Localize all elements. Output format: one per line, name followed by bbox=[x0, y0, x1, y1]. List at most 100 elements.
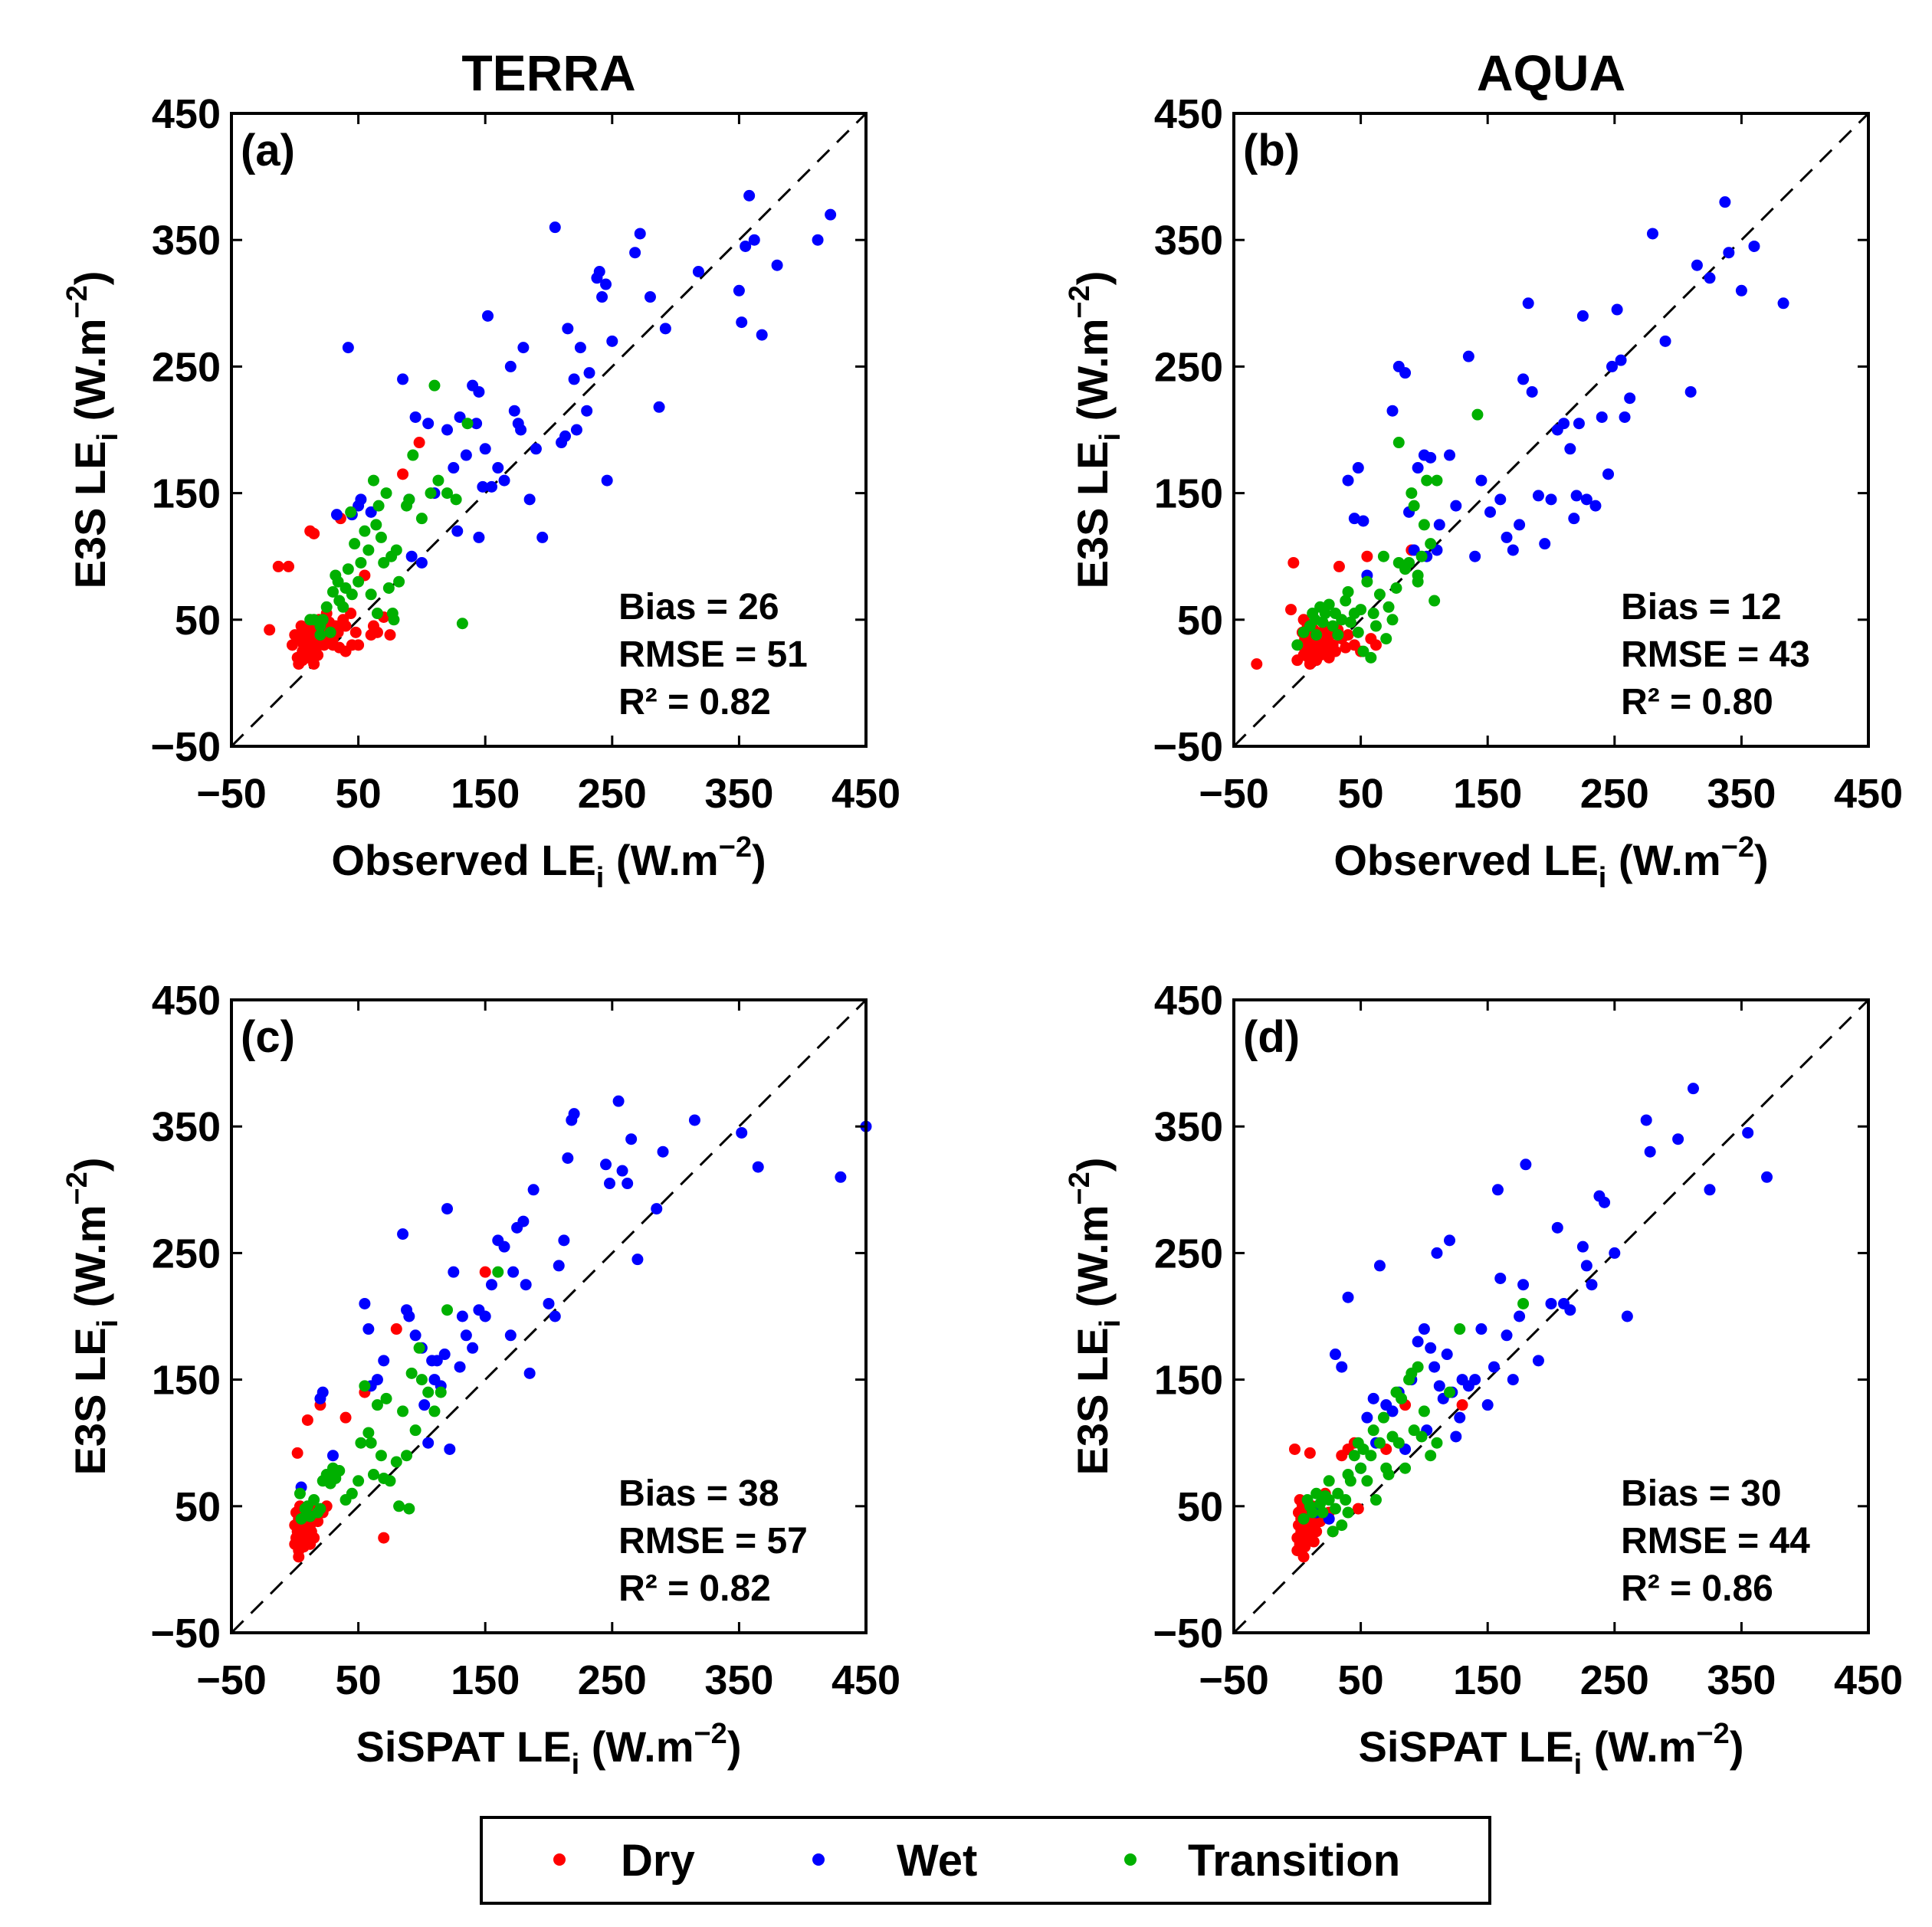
data-point-transition bbox=[1340, 595, 1352, 607]
data-point-transition bbox=[432, 474, 444, 487]
data-point-wet bbox=[600, 1158, 612, 1171]
data-point-wet bbox=[570, 424, 582, 436]
x-axis-label-exponent: −2 bbox=[694, 1718, 727, 1750]
data-point-transition bbox=[441, 487, 454, 500]
data-point-wet bbox=[692, 266, 704, 277]
x-axis-label-close: ) bbox=[1730, 1722, 1744, 1771]
data-point-transition bbox=[1421, 474, 1433, 487]
y-tick-label: −50 bbox=[150, 724, 221, 770]
data-point-wet bbox=[1514, 519, 1526, 531]
data-point-wet bbox=[1580, 1260, 1593, 1272]
data-point-wet bbox=[1719, 196, 1731, 208]
data-point-wet bbox=[397, 1228, 409, 1240]
panel-label: (c) bbox=[241, 1012, 295, 1062]
data-point-transition bbox=[1386, 614, 1399, 626]
data-point-wet bbox=[1444, 1234, 1456, 1247]
data-point-wet bbox=[1418, 1323, 1430, 1335]
data-point-wet bbox=[1408, 544, 1420, 556]
x-tick-label: 150 bbox=[1453, 771, 1522, 817]
series-dry bbox=[1288, 1399, 1468, 1563]
data-point-wet bbox=[1522, 297, 1534, 310]
data-point-wet bbox=[422, 418, 435, 430]
x-axis-label: SiSPAT LEi (W.m−2) bbox=[1359, 1718, 1744, 1781]
x-axis-label-subscript: i bbox=[1599, 862, 1607, 894]
data-point-wet bbox=[1425, 1342, 1437, 1354]
x-axis-label: Observed LEi (W.m−2) bbox=[331, 831, 766, 894]
data-point-wet bbox=[326, 1450, 339, 1462]
data-point-transition bbox=[441, 1304, 454, 1316]
data-point-wet bbox=[1621, 1310, 1633, 1322]
legend-marker-wet bbox=[812, 1853, 825, 1866]
data-point-transition bbox=[314, 629, 326, 641]
data-point-wet bbox=[1329, 1349, 1341, 1361]
series-transition bbox=[294, 1266, 504, 1525]
data-point-wet bbox=[1672, 1133, 1684, 1145]
data-point-wet bbox=[473, 385, 485, 398]
x-axis-label: Observed LEi (W.m−2) bbox=[1333, 831, 1768, 894]
series-transition bbox=[304, 379, 474, 641]
data-point-wet bbox=[549, 221, 561, 234]
data-point-wet bbox=[622, 1178, 634, 1190]
data-point-wet bbox=[651, 1203, 663, 1215]
data-point-dry bbox=[272, 560, 284, 572]
data-point-wet bbox=[1373, 1260, 1386, 1272]
x-tick-label: 150 bbox=[451, 771, 520, 817]
data-point-transition bbox=[401, 1450, 413, 1462]
y-axis-label-exponent: −2 bbox=[61, 1172, 93, 1204]
x-tick-label: 50 bbox=[336, 771, 382, 817]
stat-rmse: RMSE = 57 bbox=[618, 1521, 808, 1562]
series-wet bbox=[1342, 196, 1789, 582]
data-point-wet bbox=[1735, 284, 1747, 297]
data-point-wet bbox=[631, 1254, 644, 1266]
x-tick-label: 250 bbox=[1580, 771, 1649, 817]
data-point-wet bbox=[530, 443, 542, 455]
x-tick-label: 150 bbox=[451, 1657, 520, 1703]
data-point-dry bbox=[413, 437, 425, 449]
data-point-wet bbox=[1748, 240, 1760, 252]
data-point-wet bbox=[543, 1297, 555, 1309]
data-point-dry bbox=[308, 658, 320, 670]
y-tick-label: 150 bbox=[1154, 471, 1223, 517]
y-tick-label: −50 bbox=[1153, 724, 1223, 770]
data-point-transition bbox=[332, 575, 344, 588]
data-point-wet bbox=[1412, 462, 1424, 474]
data-point-wet bbox=[1684, 385, 1697, 398]
x-axis-label-close: ) bbox=[1754, 836, 1769, 884]
data-point-wet bbox=[1475, 1323, 1488, 1335]
data-point-wet bbox=[1532, 1355, 1544, 1367]
x-axis-label-close: ) bbox=[727, 1722, 742, 1771]
y-tick-label: 450 bbox=[152, 91, 221, 137]
data-point-transition bbox=[1348, 1450, 1360, 1462]
data-point-wet bbox=[743, 189, 756, 202]
data-point-wet bbox=[1367, 1392, 1379, 1404]
data-point-transition bbox=[409, 1424, 421, 1437]
stat-r2: R² = 0.80 bbox=[1621, 682, 1773, 723]
data-point-wet bbox=[441, 424, 454, 436]
panel-label: (d) bbox=[1243, 1012, 1300, 1062]
x-tick-label: 50 bbox=[1338, 1657, 1384, 1703]
y-tick-label: 50 bbox=[1177, 1484, 1223, 1530]
x-tick-label: 250 bbox=[1580, 1657, 1649, 1703]
series-transition bbox=[1297, 1297, 1530, 1538]
data-point-transition bbox=[1352, 626, 1364, 638]
data-point-wet bbox=[355, 493, 367, 506]
data-point-wet bbox=[1640, 1114, 1652, 1126]
y-axis-label-unit: (W.m bbox=[1068, 319, 1117, 433]
data-point-dry bbox=[1329, 645, 1341, 657]
data-point-wet bbox=[473, 531, 485, 543]
series-transition bbox=[1291, 408, 1484, 664]
data-point-wet bbox=[1599, 1196, 1611, 1208]
x-axis-label-name: SiSPAT LE bbox=[1359, 1722, 1574, 1771]
data-point-wet bbox=[330, 509, 343, 521]
data-point-wet bbox=[1433, 519, 1445, 531]
x-tick-label: 450 bbox=[1834, 1657, 1903, 1703]
data-point-wet bbox=[1646, 228, 1658, 240]
data-point-wet bbox=[740, 240, 752, 252]
data-point-transition bbox=[422, 1386, 435, 1398]
data-point-wet bbox=[1589, 500, 1602, 512]
data-point-wet bbox=[342, 342, 354, 354]
data-point-transition bbox=[304, 614, 317, 626]
data-point-transition bbox=[1471, 408, 1484, 421]
data-point-transition bbox=[359, 525, 371, 537]
y-axis-label-exponent: −2 bbox=[1064, 1172, 1096, 1204]
